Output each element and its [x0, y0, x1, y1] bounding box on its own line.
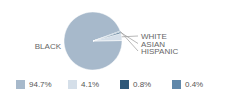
html-text:94.7%: 94.7%	[29, 80, 52, 89]
html-text:0.4%: 0.4%	[185, 80, 204, 89]
svg-text:BLACK: BLACK	[35, 42, 62, 51]
html-text:4.1%: 4.1%	[81, 80, 100, 89]
svg-text:HISPANIC: HISPANIC	[141, 47, 178, 56]
html-text:0.8%: 0.8%	[133, 80, 152, 89]
svg-text:ASIAN: ASIAN	[141, 39, 165, 49]
svg-text:WHITE: WHITE	[141, 32, 167, 41]
